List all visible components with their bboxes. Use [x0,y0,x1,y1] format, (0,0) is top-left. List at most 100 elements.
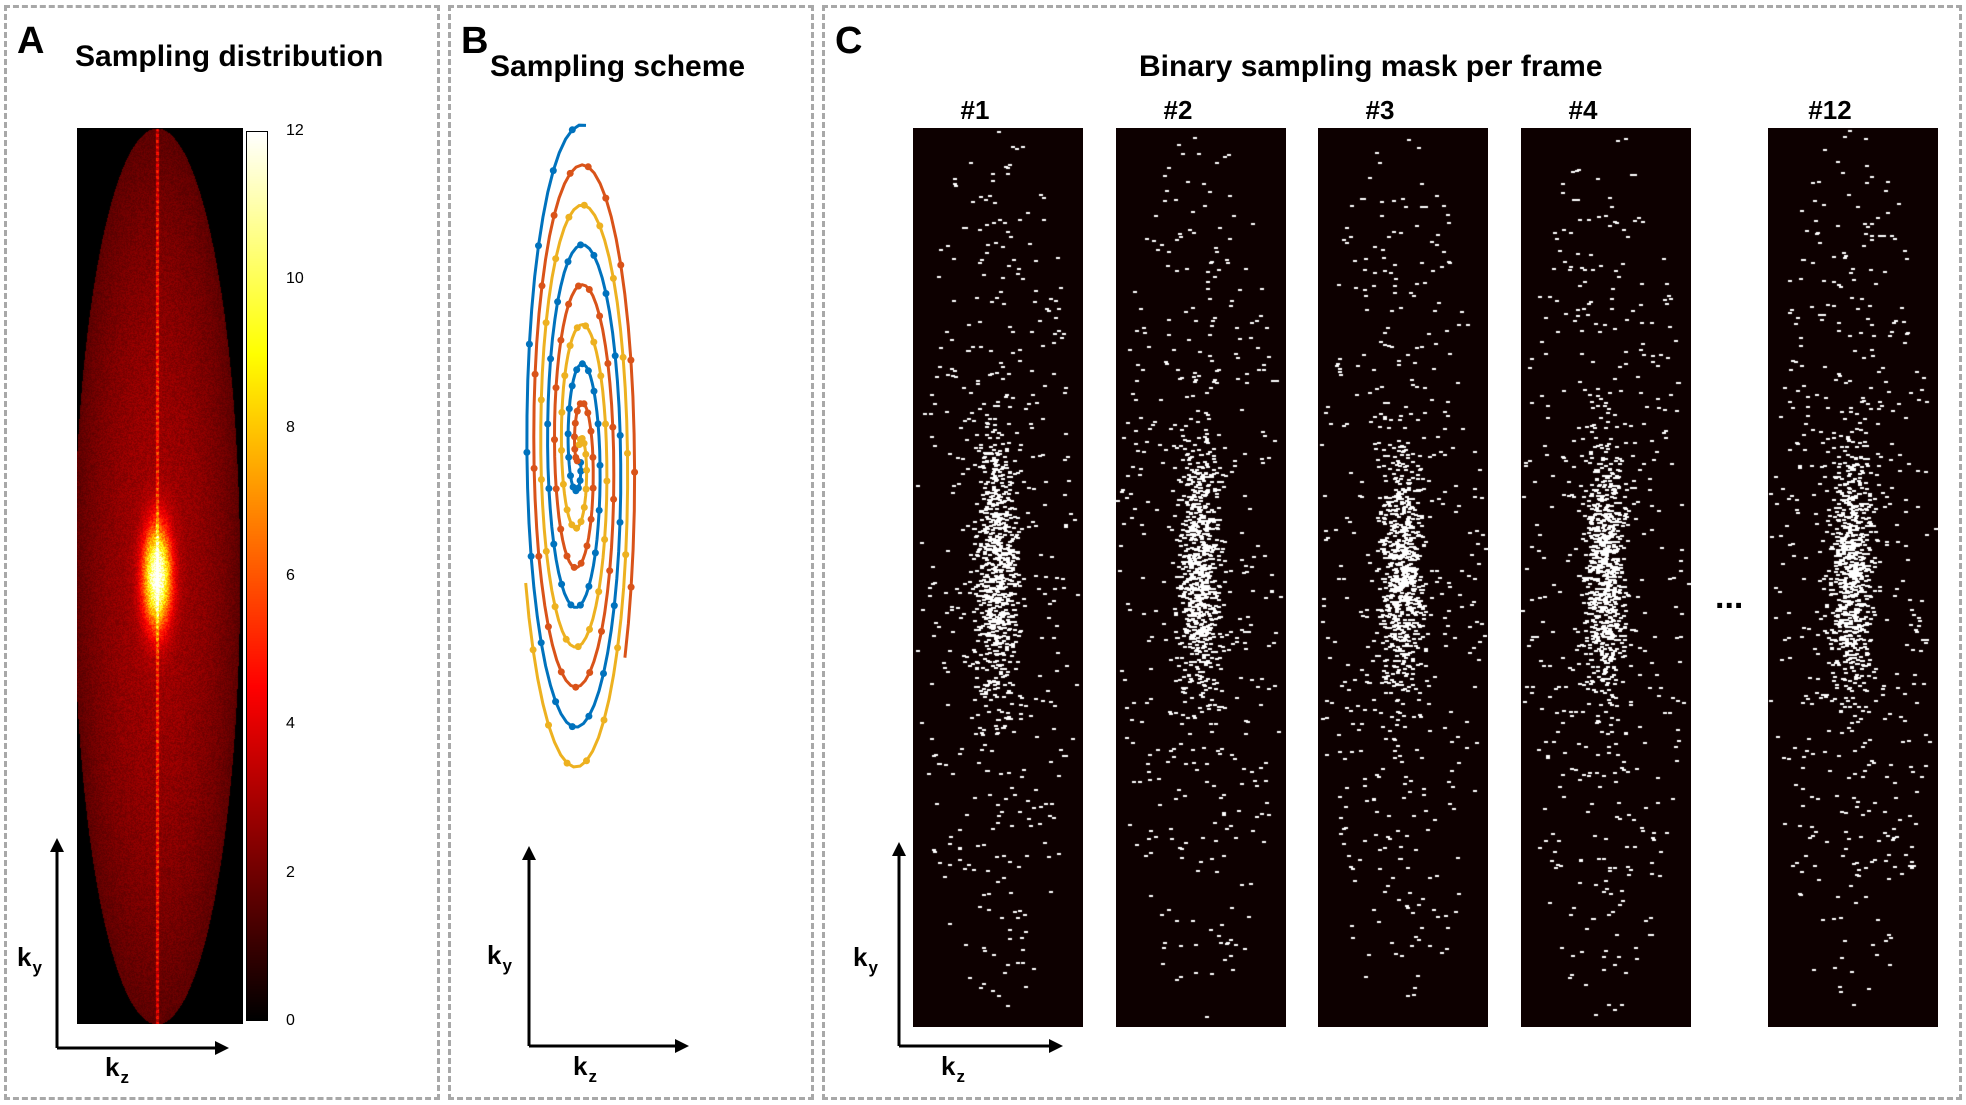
sampling-distribution-heatmap [77,128,243,1024]
colorbar-tick: 4 [286,715,295,732]
colorbar-tick: 6 [286,567,295,584]
sample-point [568,723,576,731]
sample-point [600,670,607,677]
colorbar [246,131,268,1021]
panel-a-title: Sampling distribution [75,40,384,73]
sampling-mask-frame-3 [1318,128,1488,1027]
sample-point [563,552,571,560]
sample-point [562,635,570,643]
sample-point [584,409,592,417]
sample-point [537,639,545,647]
sample-point [583,757,590,765]
panel-b: B Sampling scheme ky kz [448,5,814,1100]
sample-point [550,540,558,548]
sample-point [576,477,584,484]
sample-point [583,542,591,550]
sample-point [558,446,565,454]
sample-point [582,485,590,493]
sample-point [589,484,597,492]
sample-point [545,721,552,729]
sample-point [574,643,582,651]
sample-point [557,525,565,533]
sample-point [584,163,592,171]
sample-point [622,551,630,559]
sampling-mask-frame-4 [1521,128,1691,1027]
sample-point [586,669,594,676]
sample-point [577,467,585,475]
sample-point [585,582,593,590]
sample-point [604,360,612,367]
sample-point [577,518,585,526]
sample-point [609,274,617,282]
spiral-trajectory [525,123,623,729]
sampling-scheme-plot [523,123,639,769]
sample-point [590,387,598,395]
axes-arrows-a [50,838,229,1055]
frame-label: #2 [1163,95,1193,125]
sample-point [606,567,614,575]
sample-point [572,683,580,691]
sample-point [580,503,588,511]
sample-point [569,483,577,491]
sample-point [596,461,604,469]
panel-c-letter: C [835,20,863,62]
sample-point [565,453,573,461]
sample-point [595,588,603,596]
sample-point [565,300,573,308]
sample-point [567,472,574,480]
frames-ellipsis: ... [1715,578,1744,616]
sample-point [570,563,578,571]
sample-point [602,194,610,202]
sample-point [537,476,545,483]
sample-point [557,336,565,344]
sample-point [591,549,599,557]
sample-point [551,603,559,611]
sample-point [563,759,571,767]
sample-point [573,366,581,374]
sample-point [589,453,597,461]
sample-point [530,464,538,472]
sample-point [610,602,618,610]
axes-arrows-c [892,842,1063,1053]
frame-label: #3 [1365,95,1395,125]
ky-axis-label: ky [853,942,878,977]
sample-point [587,515,595,523]
sample-point [568,382,576,390]
sample-point [525,340,533,348]
colorbar-tick: 12 [286,122,304,139]
sample-point [616,518,624,526]
sample-point [542,547,550,555]
sample-point [565,405,573,413]
sample-point [566,342,574,350]
sample-point [552,384,560,392]
sample-point [568,521,576,529]
sample-point [552,255,560,263]
sample-point [616,431,624,439]
ky-axis-label: ky [17,942,42,977]
sample-point [571,445,579,453]
sample-point [549,167,557,175]
panel-b-letter: B [461,20,489,62]
colorbar-tick: 8 [286,419,295,436]
frame-label: #12 [1808,95,1852,125]
panel-a: A Sampling distribution 12 10 8 6 4 2 0 … [4,5,440,1100]
sample-point [624,449,631,457]
ky-axis-label: ky [487,940,512,975]
sample-point [550,211,558,219]
sample-point [594,420,602,428]
sample-point [547,355,555,363]
sample-point [535,242,542,250]
sample-point [572,454,580,461]
sample-point [529,646,537,654]
sample-point [597,372,605,380]
sample-point [557,668,565,676]
sample-point [544,623,552,631]
sample-point [552,485,560,493]
sample-point [571,419,579,427]
colorbar-tick: 10 [286,270,304,287]
sample-point [535,552,543,560]
axes-arrows-b [522,846,689,1053]
frame-label: #4 [1568,95,1598,125]
sample-point [596,312,604,320]
sample-point [544,420,552,428]
